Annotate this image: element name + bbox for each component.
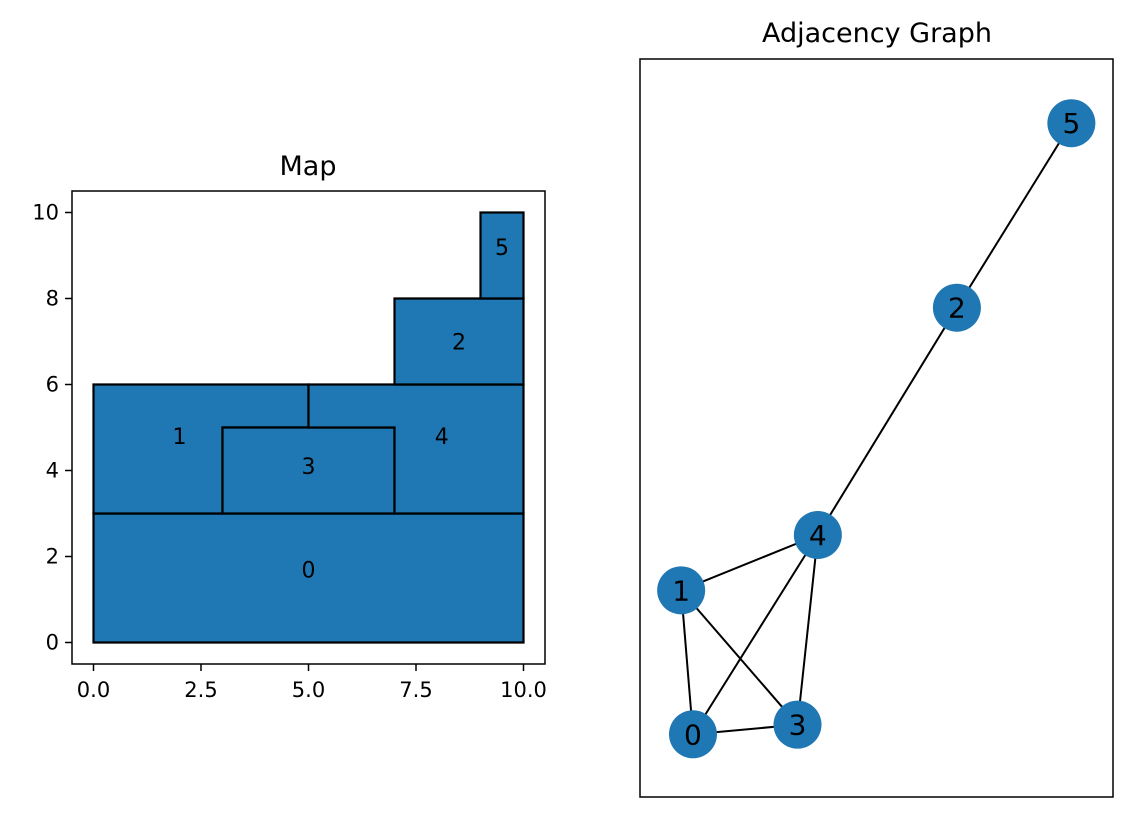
graph-node-label-1: 1: [672, 574, 690, 607]
map-y-tick-label: 0: [46, 631, 59, 655]
map-title: Map: [280, 151, 337, 182]
graph-node-label-0: 0: [684, 718, 702, 751]
graph-node-label-5: 5: [1062, 107, 1080, 140]
region-label-5: 5: [495, 236, 509, 261]
map-x-tick-label: 0.0: [77, 678, 110, 702]
graph-node-label-4: 4: [809, 519, 827, 552]
map-x-tick-label: 7.5: [399, 678, 432, 702]
map-y-tick-label: 2: [46, 545, 59, 569]
graph-title: Adjacency Graph: [762, 18, 992, 49]
region-label-4: 4: [435, 425, 449, 450]
region-label-3: 3: [302, 455, 316, 480]
map-x-tick-label: 2.5: [184, 678, 217, 702]
map-y-tick-label: 6: [46, 373, 59, 397]
map-y-tick-label: 8: [46, 287, 59, 311]
map-y-tick-label: 10: [32, 201, 59, 225]
map-x-tick-label: 10.0: [500, 678, 547, 702]
graph-node-label-2: 2: [948, 292, 966, 325]
region-label-1: 1: [173, 425, 187, 450]
region-label-2: 2: [452, 331, 466, 356]
region-label-0: 0: [302, 558, 316, 583]
map-x-tick-label: 5.0: [292, 678, 325, 702]
map-y-tick-label: 4: [46, 459, 59, 483]
graph-node-label-3: 3: [789, 709, 807, 742]
